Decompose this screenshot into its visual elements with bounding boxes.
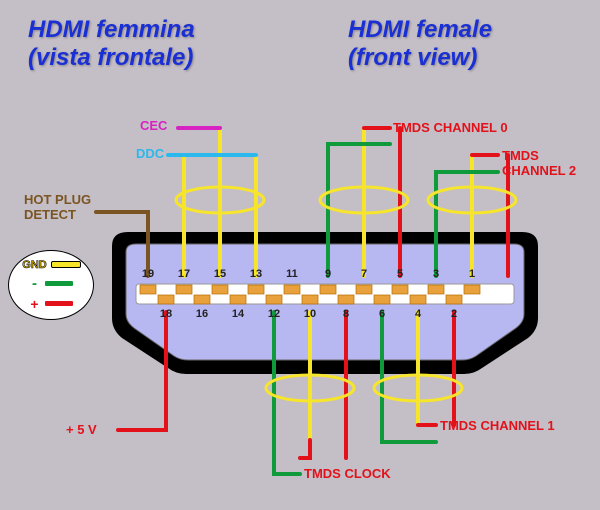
pin-num-6: 6: [373, 308, 391, 320]
legend-gnd-text: GND: [22, 259, 46, 271]
pin-7: [356, 285, 372, 294]
pin-num-18: 18: [157, 308, 175, 320]
pin-num-3: 3: [427, 268, 445, 280]
pin-num-1: 1: [463, 268, 481, 280]
legend-minus-text: -: [30, 275, 40, 292]
legend-minus-bar: [45, 281, 73, 286]
legend-row-gnd: GND: [22, 259, 79, 271]
pin-num-19: 19: [139, 268, 157, 280]
pin-17: [176, 285, 192, 294]
label-hpd-l2: DETECT: [24, 207, 76, 222]
label-tmds-clock: TMDS CLOCK: [304, 466, 391, 481]
pin-num-2: 2: [445, 308, 463, 320]
pin-13: [248, 285, 264, 294]
pin-18: [158, 295, 174, 304]
pin-19: [140, 285, 156, 294]
label-5v: + 5 V: [66, 422, 97, 437]
pin-8: [338, 295, 354, 304]
pin-2: [446, 295, 462, 304]
legend-gnd-bar: [52, 262, 80, 267]
label-hpd: HOT PLUG DETECT: [24, 192, 91, 222]
pin-num-15: 15: [211, 268, 229, 280]
pin-5: [392, 285, 408, 294]
pin-3: [428, 285, 444, 294]
pin-10: [302, 295, 318, 304]
pin-num-14: 14: [229, 308, 247, 320]
pin-num-5: 5: [391, 268, 409, 280]
pin-4: [410, 295, 426, 304]
pin-15: [212, 285, 228, 294]
pin-num-4: 4: [409, 308, 427, 320]
label-ddc: DDC: [136, 146, 164, 161]
pin-num-9: 9: [319, 268, 337, 280]
pin-11: [284, 285, 300, 294]
label-tmds2-l2: CHANNEL 2: [502, 163, 576, 178]
pin-num-10: 10: [301, 308, 319, 320]
legend-row-plus: +: [30, 296, 73, 312]
label-tmds1: TMDS CHANNEL 1: [440, 418, 555, 433]
label-tmds0: TMDS CHANNEL 0: [393, 120, 508, 135]
label-tmds2-l1: TMDS: [502, 148, 539, 163]
legend-plus-text: +: [30, 296, 40, 312]
legend: GND - +: [8, 250, 94, 320]
legend-row-minus: -: [30, 275, 73, 292]
pin-14: [230, 295, 246, 304]
pin-1: [464, 285, 480, 294]
pin-12: [266, 295, 282, 304]
pin-num-11: 11: [283, 268, 301, 280]
pin-9: [320, 285, 336, 294]
label-hpd-l1: HOT PLUG: [24, 192, 91, 207]
pin-num-12: 12: [265, 308, 283, 320]
wire-clock-r: [300, 440, 310, 458]
legend-plus-bar: [45, 301, 73, 306]
pin-num-16: 16: [193, 308, 211, 320]
pin-num-17: 17: [175, 268, 193, 280]
pin-num-8: 8: [337, 308, 355, 320]
label-cec: CEC: [140, 118, 167, 133]
pin-num-7: 7: [355, 268, 373, 280]
pin-16: [194, 295, 210, 304]
label-tmds2: TMDS CHANNEL 2: [502, 148, 576, 178]
pin-6: [374, 295, 390, 304]
pin-num-13: 13: [247, 268, 265, 280]
